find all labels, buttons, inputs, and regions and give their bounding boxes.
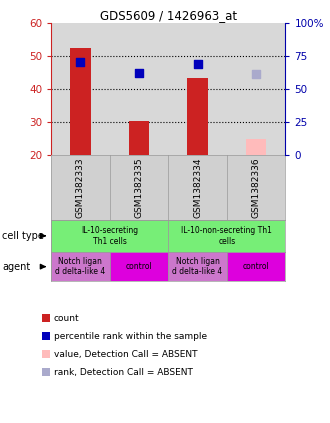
Text: GSM1382333: GSM1382333 [76,157,85,218]
Bar [70,48,91,155]
Text: value, Detection Call = ABSENT: value, Detection Call = ABSENT [54,349,197,359]
Bar [227,252,285,281]
Point [136,69,142,76]
Bar [42,332,50,340]
Bar [110,252,168,281]
Bar [51,220,168,252]
Title: GDS5609 / 1426963_at: GDS5609 / 1426963_at [100,9,237,22]
Text: Notch ligan
d delta-like 4: Notch ligan d delta-like 4 [173,257,223,276]
Text: count: count [54,313,80,322]
Bar [246,139,266,155]
Text: GSM1382335: GSM1382335 [135,157,144,218]
Point [195,61,200,68]
Text: percentile rank within the sample: percentile rank within the sample [54,332,207,341]
Bar [42,350,50,358]
Text: Notch ligan
d delta-like 4: Notch ligan d delta-like 4 [55,257,106,276]
Text: IL-10-non-secreting Th1
cells: IL-10-non-secreting Th1 cells [182,226,272,245]
Text: agent: agent [2,262,30,272]
Text: control: control [243,262,270,271]
Bar [168,252,227,281]
Text: control: control [126,262,152,271]
Bar [51,252,110,281]
Text: cell type: cell type [2,231,44,241]
Text: GSM1382334: GSM1382334 [193,157,202,218]
Bar [168,220,285,252]
Bar [187,78,208,155]
Point [78,59,83,66]
Text: GSM1382336: GSM1382336 [252,157,261,218]
Point [253,71,259,78]
Text: IL-10-secreting
Th1 cells: IL-10-secreting Th1 cells [81,226,138,245]
Text: rank, Detection Call = ABSENT: rank, Detection Call = ABSENT [54,368,193,376]
Bar [42,368,50,376]
Bar [42,314,50,322]
Bar [129,121,149,155]
